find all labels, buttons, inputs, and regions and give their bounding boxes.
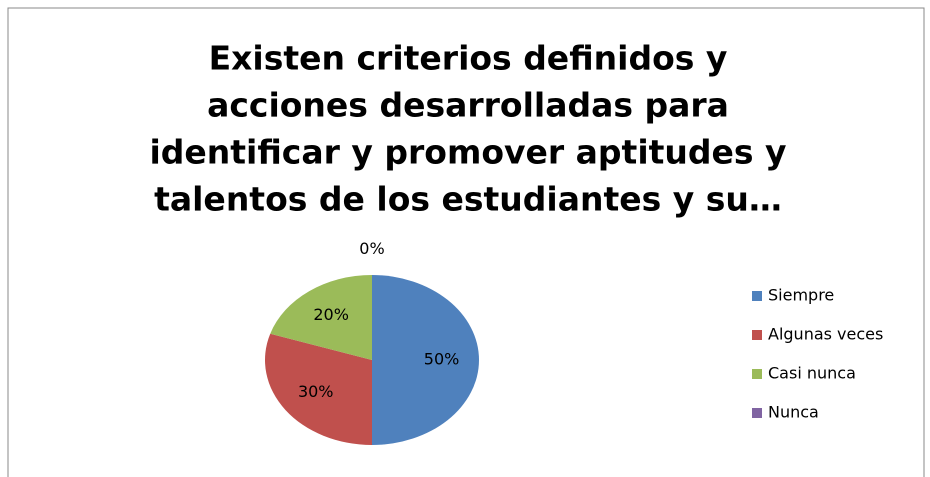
data-label: 0%: [359, 239, 384, 258]
pie-slice: [372, 275, 479, 445]
data-label: 30%: [298, 382, 334, 401]
legend-swatch: [752, 291, 762, 301]
chart-title: talentos de los estudiantes y su…: [154, 180, 782, 219]
legend-label: Nunca: [768, 403, 819, 422]
legend-label: Siempre: [768, 286, 834, 305]
pie-slice: [270, 275, 372, 360]
legend-label: Algunas veces: [768, 325, 883, 344]
chart-title: identificar y promover aptitudes y: [149, 133, 786, 172]
legend-swatch: [752, 408, 762, 418]
data-label: 50%: [424, 350, 460, 369]
legend-swatch: [752, 330, 762, 340]
legend-label: Casi nunca: [768, 364, 856, 383]
data-label: 20%: [313, 305, 349, 324]
chart-title: Existen criterios definidos y: [209, 39, 728, 78]
legend-swatch: [752, 369, 762, 379]
chart-title: acciones desarrolladas para: [207, 86, 729, 125]
pie-slice: [264, 333, 372, 445]
